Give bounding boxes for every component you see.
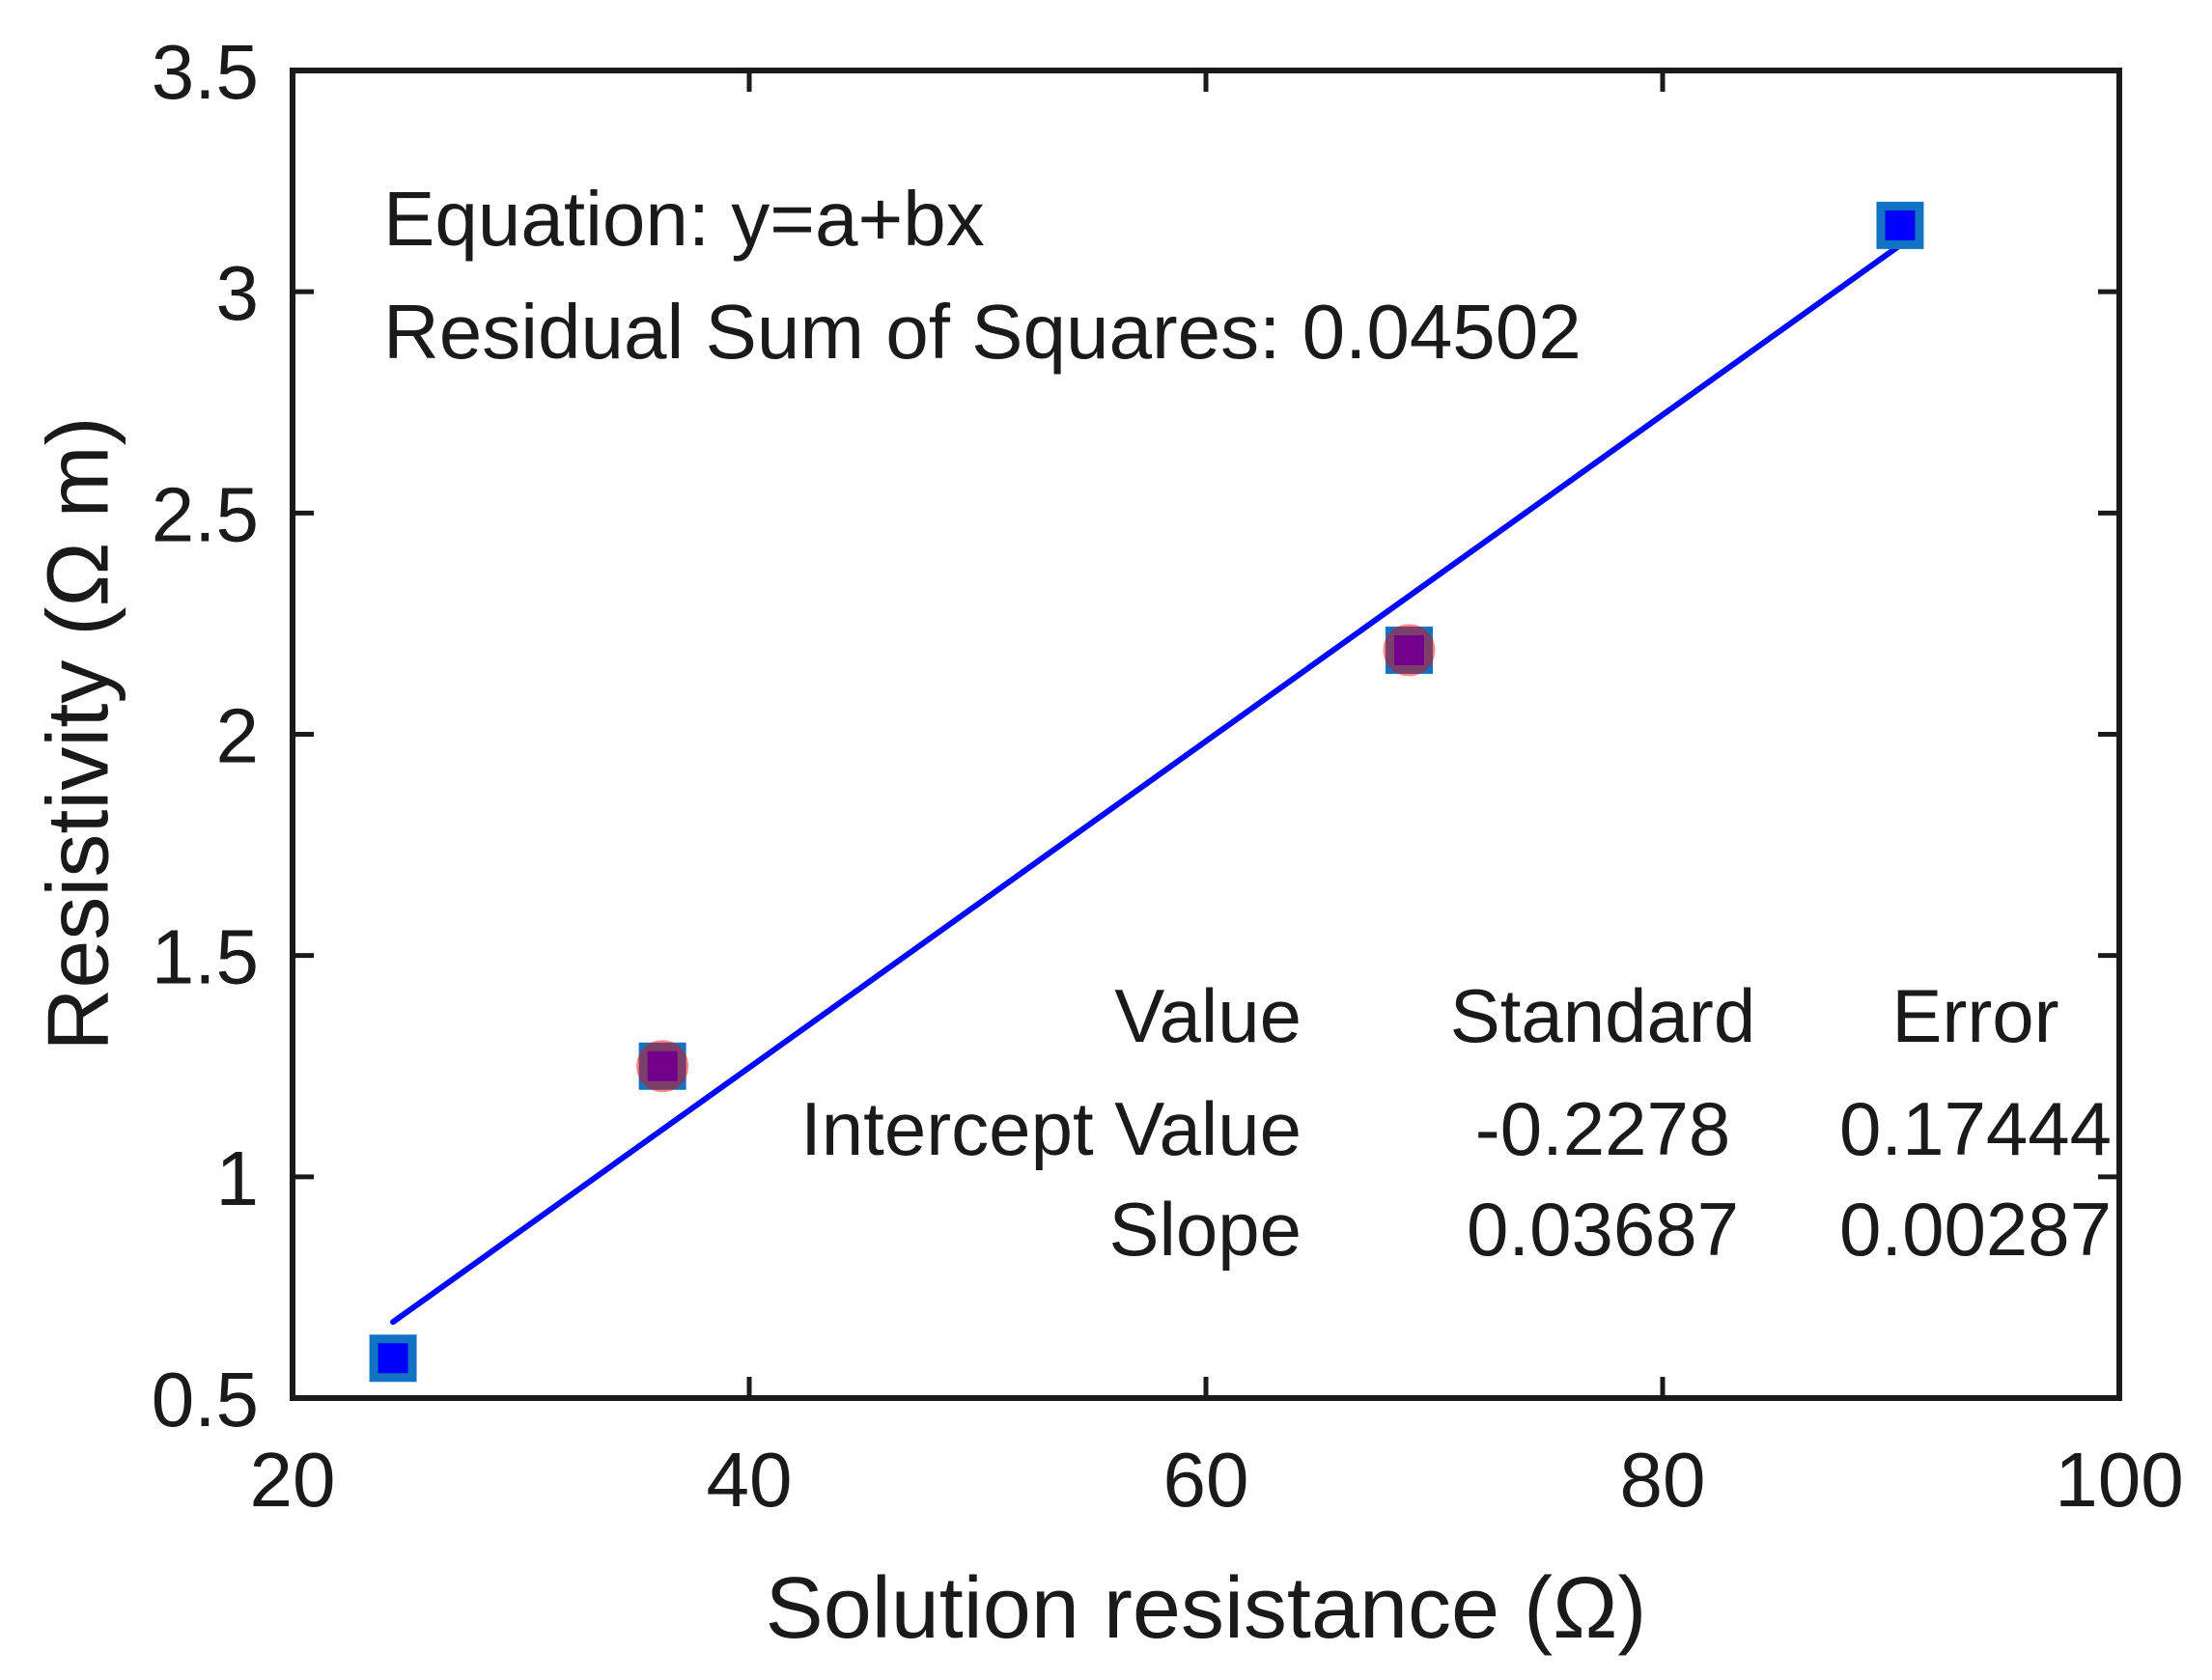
resistivity-squares-marker	[1876, 201, 1924, 249]
stats-intercept-label: Intercept Value	[800, 1086, 1302, 1171]
y-tick-label: 2	[216, 693, 260, 779]
resistivity-squares-marker	[369, 1334, 417, 1383]
x-tick-label: 80	[1620, 1437, 1706, 1523]
y-axis-title: Resistivity (Ω m)	[30, 416, 127, 1051]
overlay-circles-marker	[636, 1040, 689, 1093]
stats-header-standard: Standard	[1449, 973, 1756, 1058]
stats-table-header-row: Value Standard Error	[0, 972, 2212, 1064]
y-tick-label: 1	[216, 1135, 260, 1221]
stats-table-slope-row: Slope 0.03687 0.00287	[0, 1186, 2212, 1277]
y-tick-label: 3	[216, 250, 260, 336]
annotation-equation: Equation: y=a+bx	[383, 176, 985, 262]
x-tick-label: 20	[250, 1437, 336, 1523]
stats-intercept-value: -0.2278	[1474, 1086, 1731, 1171]
x-tick-label: 40	[707, 1437, 793, 1523]
overlay-circles-marker	[1383, 624, 1436, 677]
stats-intercept-stderr: 0.17444	[1839, 1086, 2112, 1171]
stats-header-error: Error	[1891, 973, 2059, 1058]
x-tick-label: 60	[1163, 1437, 1249, 1523]
y-tick-label: 0.5	[152, 1357, 259, 1442]
stats-slope-value: 0.03687	[1467, 1187, 1739, 1272]
y-tick-label: 2.5	[152, 471, 259, 557]
stats-slope-label: Slope	[1108, 1187, 1302, 1272]
stats-slope-stderr: 0.00287	[1839, 1187, 2112, 1272]
stats-table-intercept-row: Intercept Value -0.2278 0.17444	[0, 1085, 2212, 1177]
stats-header-value: Value	[1114, 973, 1302, 1058]
resistivity-squares-marker	[638, 1042, 686, 1090]
resistivity-squares-marker	[1385, 626, 1433, 674]
y-tick-label: 3.5	[152, 29, 259, 115]
y-tick-label: 1.5	[152, 914, 259, 1000]
annotation-rss: Residual Sum of Squares: 0.04502	[383, 289, 1582, 375]
x-axis-title: Solution resistance (Ω)	[765, 1560, 1647, 1657]
fit-line	[390, 241, 1903, 1326]
x-tick-label: 100	[2055, 1437, 2183, 1523]
